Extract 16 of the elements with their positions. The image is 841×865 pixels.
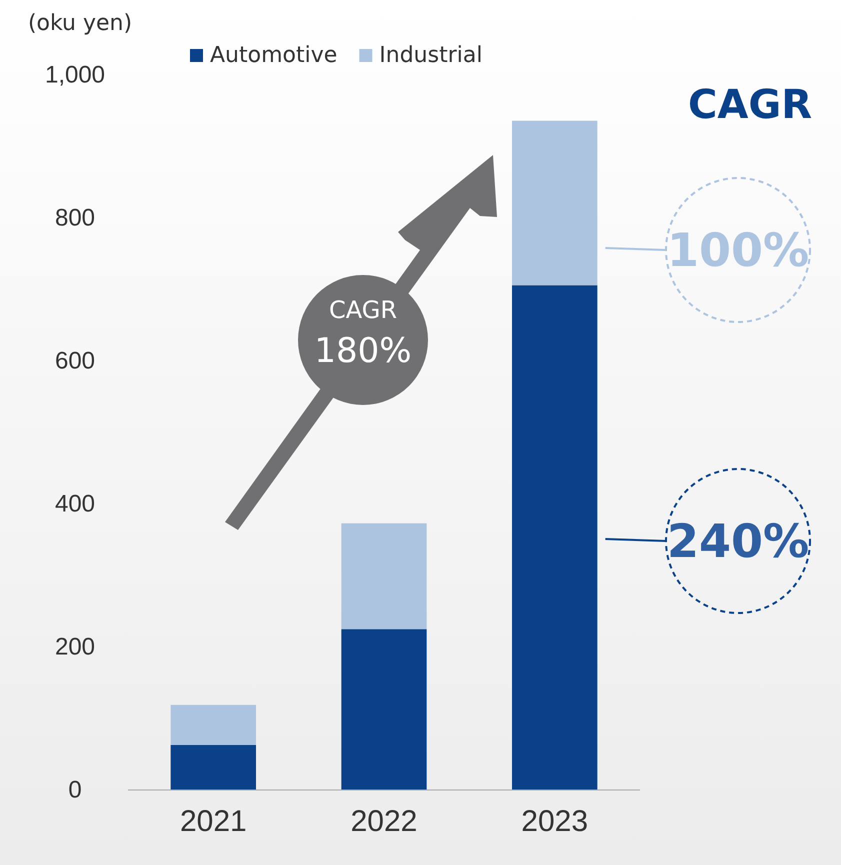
text: CAGR (688, 82, 812, 128)
x-tick-label: 2021 (180, 805, 247, 838)
legend-label: Industrial (379, 43, 482, 68)
text: 240% (666, 514, 810, 568)
x-tick-label: 2022 (350, 805, 418, 838)
annotation: CAGR 180% (314, 296, 412, 371)
y-tick-label: 800 (54, 204, 96, 232)
y-tick-label: 400 (54, 490, 96, 518)
y-tick-label: 1,000 (44, 62, 106, 89)
y-axis-title: (oku yen) (28, 11, 132, 36)
text: 100% (666, 223, 810, 277)
y-tick-label: 200 (54, 634, 96, 661)
x-tick-label: 2023 (521, 805, 588, 838)
legend-label: Automotive (210, 43, 338, 68)
y-tick-label: 600 (54, 348, 96, 375)
y-tick-label: 0 (68, 776, 82, 804)
